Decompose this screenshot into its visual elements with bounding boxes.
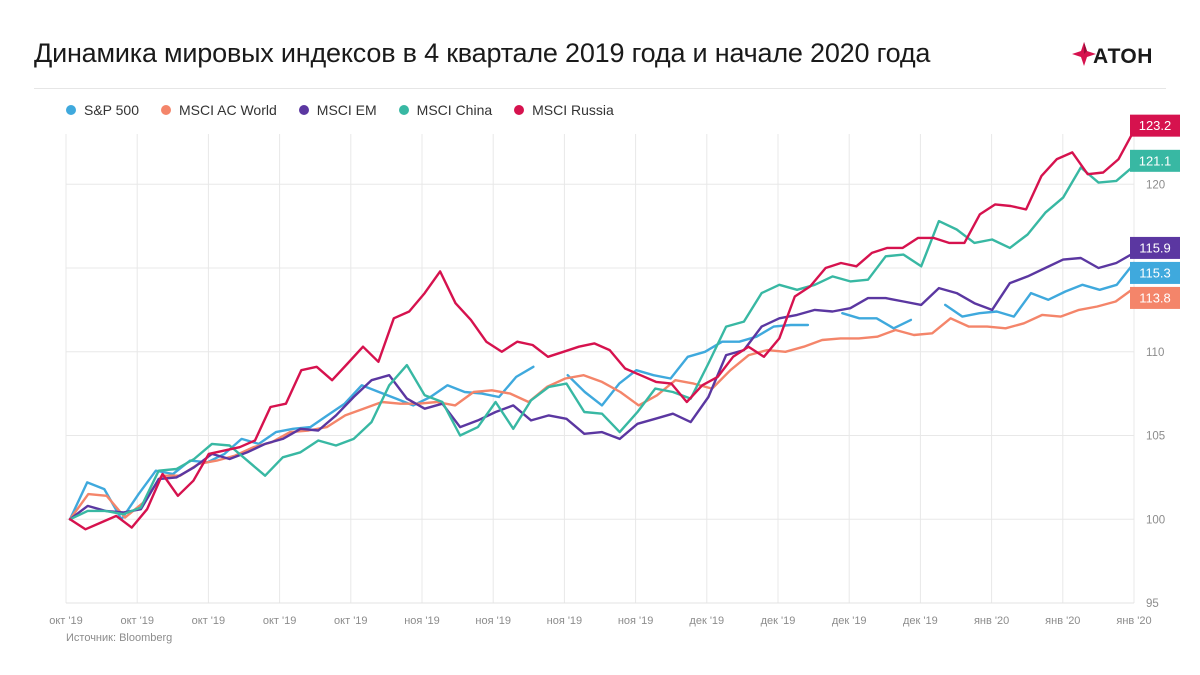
end-label-text: 123.2 <box>1139 118 1172 133</box>
series-line <box>68 286 1136 521</box>
x-tick-label: дек '19 <box>689 615 724 627</box>
legend-label: MSCI China <box>416 102 493 118</box>
x-tick-label: янв '20 <box>1116 615 1151 627</box>
legend-marker <box>298 105 309 115</box>
chart-series <box>68 129 1136 531</box>
x-tick-label: ноя '19 <box>618 615 654 627</box>
legend-item: MSCI EM <box>298 102 377 118</box>
legend-marker <box>66 105 76 115</box>
series-line <box>68 129 1136 531</box>
x-tick-label: дек '19 <box>761 615 796 627</box>
end-label-text: 115.9 <box>1139 240 1171 255</box>
end-label-text: 115.3 <box>1139 265 1171 280</box>
x-tick-label: окт '19 <box>334 615 367 627</box>
legend-item: MSCI AC World <box>161 102 277 118</box>
series-line <box>68 164 1136 521</box>
legend-label: S&P 500 <box>84 102 140 118</box>
page-title: Динамика мировых индексов в 4 квартале 2… <box>34 38 931 68</box>
end-value-label: 123.2 <box>1130 114 1180 137</box>
x-tick-label: окт '19 <box>263 615 296 627</box>
series-line <box>68 251 1136 521</box>
x-tick-label: янв '20 <box>1045 615 1080 627</box>
legend-label: MSCI Russia <box>532 102 614 118</box>
legend-marker <box>514 105 525 115</box>
chart-legend: S&P 500 MSCI AC World MSCI EM MSCI China MSC… <box>66 102 614 118</box>
end-label-text: 113.8 <box>1139 290 1171 305</box>
end-value-label: 121.1 <box>1130 149 1180 172</box>
end-label-box <box>1130 261 1180 284</box>
x-tick-label: окт '19 <box>120 615 153 627</box>
y-tick-label: 95 <box>1146 598 1159 610</box>
legend-marker <box>161 105 172 115</box>
end-value-label: 115.3 <box>1130 261 1180 284</box>
end-label-box <box>1130 114 1180 137</box>
chart-end-labels: 123.2 121.1 115.9 115.3 113.8 <box>1130 114 1180 309</box>
x-tick-label: ноя '19 <box>475 615 511 627</box>
x-tick-label: дек '19 <box>832 615 867 627</box>
y-tick-label: 120 <box>1146 179 1165 191</box>
end-value-label: 115.9 <box>1130 236 1180 259</box>
legend-item: MSCI China <box>398 102 493 118</box>
aton-logo-icon <box>1072 42 1096 66</box>
x-tick-label: окт '19 <box>49 615 82 627</box>
x-tick-label: дек '19 <box>903 615 938 627</box>
legend-label: MSCI AC World <box>179 102 277 118</box>
legend-marker <box>398 105 409 115</box>
end-label-text: 121.1 <box>1139 153 1172 168</box>
header-divider <box>34 88 1166 89</box>
legend-label: MSCI EM <box>316 102 377 118</box>
x-tick-label: ноя '19 <box>547 615 583 627</box>
y-tick-label: 100 <box>1146 514 1165 526</box>
y-tick-label: 105 <box>1146 431 1165 443</box>
end-label-box <box>1130 286 1180 309</box>
series-line <box>68 261 1136 521</box>
x-tick-label: ноя '19 <box>404 615 440 627</box>
x-tick-label: янв '20 <box>974 615 1009 627</box>
end-label-box <box>1130 149 1180 172</box>
x-tick-label: окт '19 <box>192 615 225 627</box>
legend-item: S&P 500 <box>66 102 139 118</box>
end-label-box <box>1130 236 1180 259</box>
legend-item: MSCI Russia <box>514 102 614 118</box>
y-tick-label: 110 <box>1146 347 1164 359</box>
end-value-label: 113.8 <box>1130 286 1180 309</box>
chart-grid <box>65 134 1135 604</box>
source-note: Источник: Bloomberg <box>66 632 173 644</box>
logo-text: АТОН <box>1093 45 1153 68</box>
